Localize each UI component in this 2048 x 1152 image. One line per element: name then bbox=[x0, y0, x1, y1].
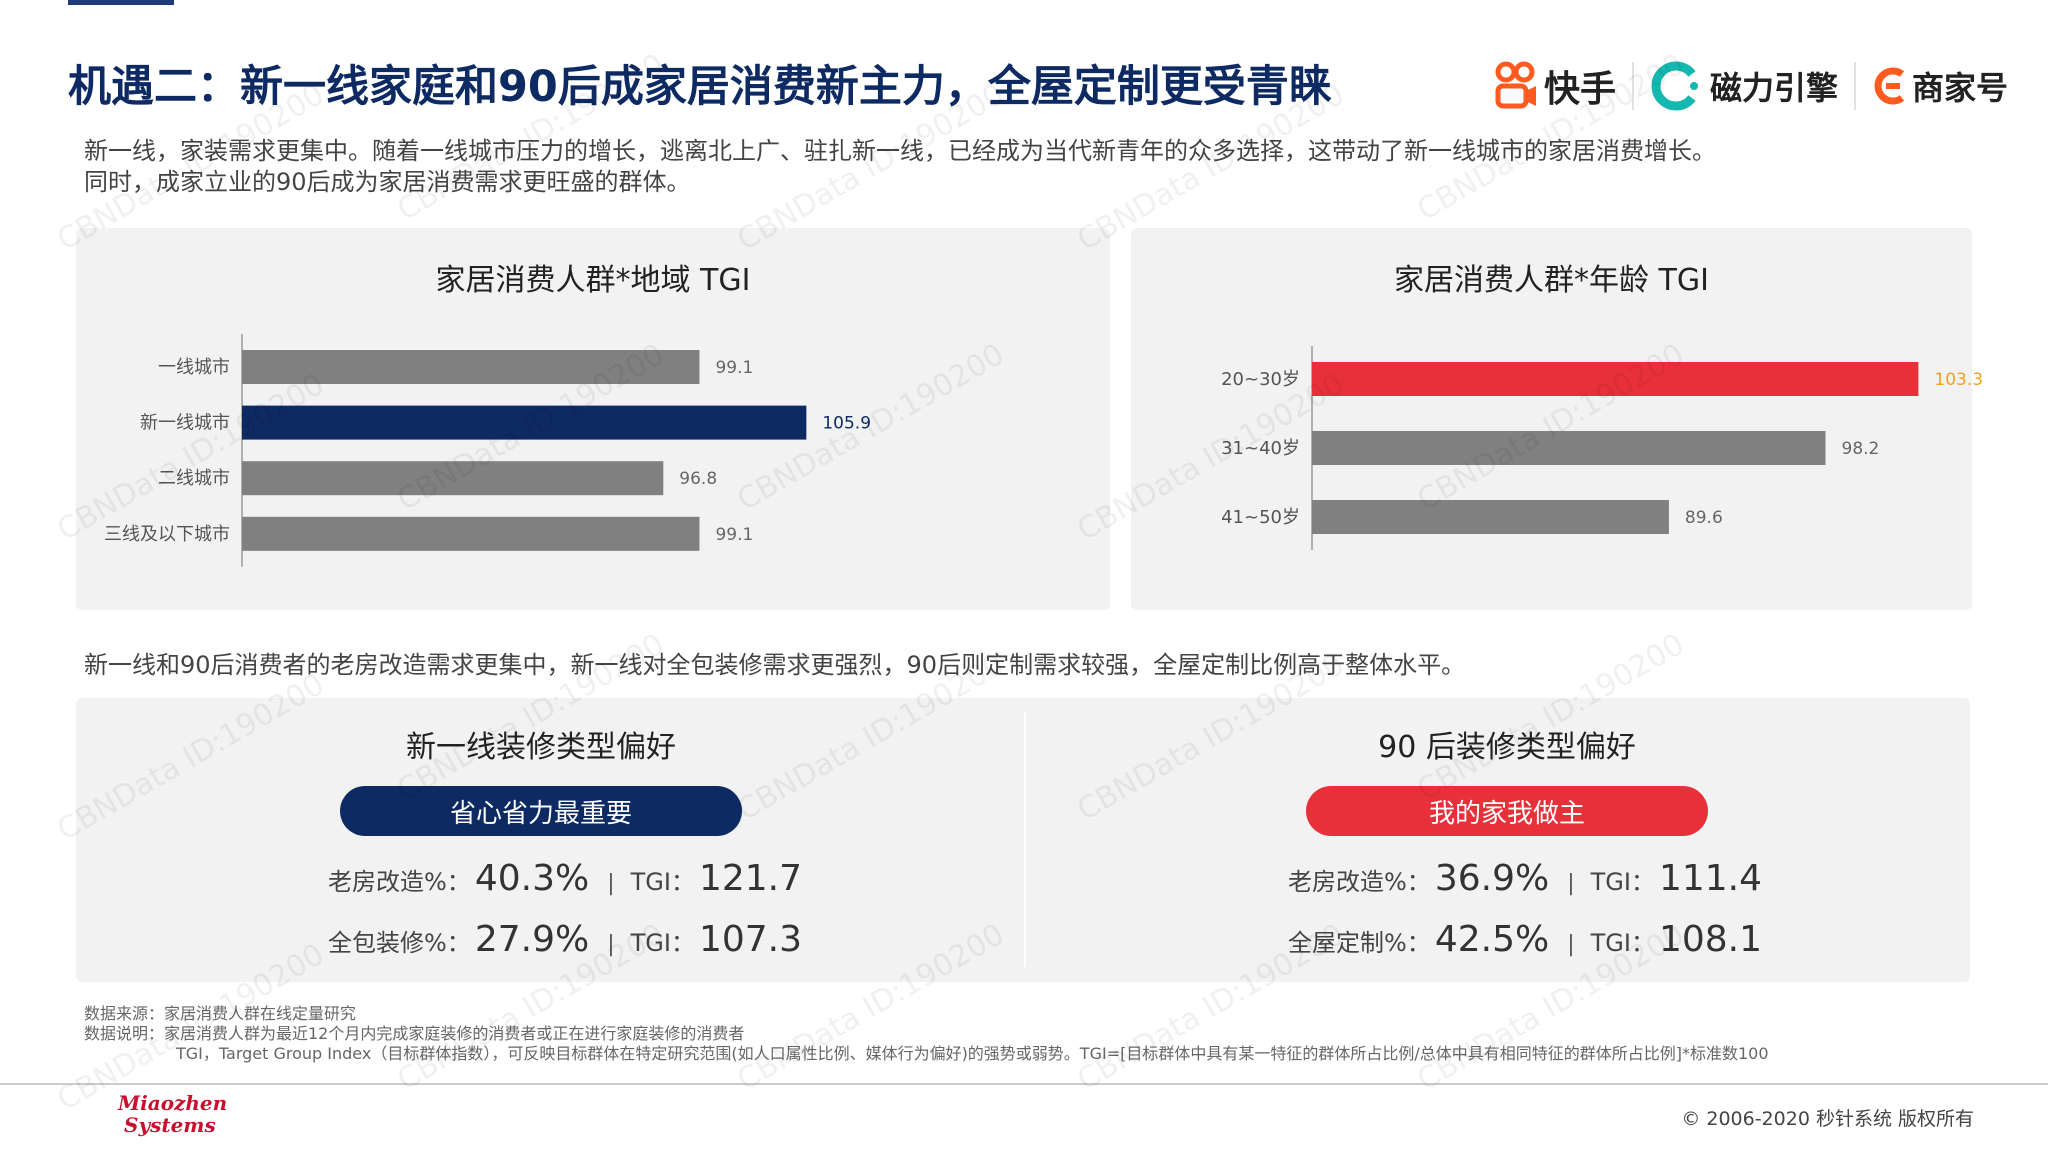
kuaishou-icon bbox=[1495, 61, 1536, 109]
right-stat-row-1: 老房改造%： 36.9% | TGI： 111.4 bbox=[1288, 858, 1762, 899]
bar bbox=[242, 350, 700, 384]
value-label: 103.3 bbox=[1934, 370, 1983, 390]
right-preference-pill: 我的家我做主 bbox=[1306, 786, 1708, 836]
kuaishou-logo: 快手 bbox=[1494, 60, 1616, 112]
miaozhen-logo: Miaozhen Systems bbox=[118, 1092, 227, 1136]
value-label: 98.2 bbox=[1842, 439, 1880, 459]
left-preference-title: 新一线装修类型偏好 bbox=[406, 730, 676, 765]
category-label: 31~40岁 bbox=[1221, 438, 1300, 459]
bar bbox=[1312, 431, 1826, 465]
right-stat-row-2: 全屋定制%： 42.5% | TGI： 108.1 bbox=[1288, 919, 1762, 960]
left-stat-row-2: 全包装修%： 27.9% | TGI： 107.3 bbox=[328, 919, 802, 960]
right-preference-title: 90 后装修类型偏好 bbox=[1378, 730, 1636, 765]
note-source: 数据来源：家居消费人群在线定量研究 bbox=[84, 1004, 357, 1023]
stat-separator: | bbox=[1567, 871, 1575, 896]
summary-text: 新一线和90后消费者的老房改造需求更集中，新一线对全包装修需求更强烈，90后则定… bbox=[84, 651, 1466, 679]
category-label: 20~30岁 bbox=[1221, 369, 1300, 390]
tgi-label: TGI： bbox=[630, 868, 695, 896]
category-label: 新一线城市 bbox=[140, 413, 230, 434]
shangjia-icon bbox=[1874, 67, 1905, 105]
category-label: 一线城市 bbox=[158, 357, 230, 378]
top-accent-bar bbox=[68, 0, 174, 5]
tgi-value: 121.7 bbox=[698, 858, 803, 899]
stat-value: 42.5% bbox=[1434, 919, 1550, 960]
stat-separator: | bbox=[607, 871, 615, 896]
stat-label: 老房改造%： bbox=[1288, 868, 1431, 896]
shangjia-logo: 商家号 bbox=[1872, 63, 2008, 109]
category-label: 41~50岁 bbox=[1221, 507, 1300, 528]
tgi-value: 111.4 bbox=[1658, 858, 1763, 899]
value-label: 105.9 bbox=[822, 414, 871, 434]
footnotes: 数据来源：家居消费人群在线定量研究 数据说明：家居消费人群为最近12个月内完成家… bbox=[84, 1004, 1769, 1064]
age-tgi-panel bbox=[1131, 228, 1972, 610]
footer-divider bbox=[0, 1083, 2048, 1085]
region-tgi-title: 家居消费人群*地域 TGI bbox=[435, 263, 751, 298]
logo-divider bbox=[1631, 62, 1634, 110]
bar bbox=[242, 405, 807, 440]
partner-logos: 快手 磁力引擎 商家号 bbox=[1494, 56, 2008, 116]
stat-value: 36.9% bbox=[1434, 858, 1550, 899]
tgi-value: 107.3 bbox=[698, 919, 803, 960]
cili-logo: 磁力引擎 bbox=[1650, 60, 1838, 112]
tgi-label: TGI： bbox=[1590, 929, 1655, 957]
intro-line-1: 新一线，家装需求更集中。随着一线城市压力的增长，逃离北上广、驻扎新一线，已经成为… bbox=[84, 137, 1716, 165]
stat-separator: | bbox=[607, 932, 615, 957]
cili-engine-icon bbox=[1651, 61, 1698, 111]
tgi-label: TGI： bbox=[630, 929, 695, 957]
preference-panel bbox=[76, 698, 1970, 982]
stat-label: 全屋定制%： bbox=[1288, 929, 1431, 957]
age-tgi-title: 家居消费人群*年龄 TGI bbox=[1394, 263, 1709, 298]
category-label: 三线及以下城市 bbox=[104, 524, 230, 545]
note-description: 数据说明：家居消费人群为最近12个月内完成家庭装修的消费者或正在进行家庭装修的消… bbox=[84, 1024, 745, 1043]
copyright-text: © 2006-2020 秒针系统 版权所有 bbox=[1681, 1108, 1974, 1130]
kuaishou-logo-text: 快手 bbox=[1543, 69, 1616, 110]
stat-value: 40.3% bbox=[474, 858, 590, 899]
bar bbox=[242, 461, 664, 496]
intro-line-2: 同时，成家立业的90后成为家居消费需求更旺盛的群体。 bbox=[84, 168, 691, 196]
bar bbox=[242, 516, 700, 551]
intro-text: 新一线，家装需求更集中。随着一线城市压力的增长，逃离北上广、驻扎新一线，已经成为… bbox=[84, 136, 1964, 198]
cili-logo-text: 磁力引擎 bbox=[1709, 69, 1838, 107]
page-title: 机遇二：新一线家庭和90后成家居消费新主力，全屋定制更受青睐 bbox=[68, 62, 1332, 112]
left-stat-row-1: 老房改造%： 40.3% | TGI： 121.7 bbox=[328, 858, 802, 899]
miaozhen-logo-line-2: Systems bbox=[124, 1113, 216, 1137]
tgi-value: 108.1 bbox=[1658, 919, 1763, 960]
category-label: 二线城市 bbox=[158, 468, 230, 489]
bar bbox=[1312, 362, 1919, 396]
miaozhen-logo-line-1: Miaozhen bbox=[118, 1091, 228, 1115]
note-tgi-definition: TGI，Target Group Index（目标群体指数），可反映目标群体在特… bbox=[176, 1044, 1769, 1063]
left-preference-pill: 省心省力最重要 bbox=[340, 786, 742, 836]
bar bbox=[1312, 500, 1669, 534]
shangjia-logo-text: 商家号 bbox=[1911, 69, 2008, 107]
tgi-label: TGI： bbox=[1590, 868, 1655, 896]
value-label: 99.1 bbox=[715, 358, 753, 378]
stat-label: 老房改造%： bbox=[328, 868, 471, 896]
logo-divider bbox=[1853, 62, 1856, 110]
stat-separator: | bbox=[1567, 932, 1575, 957]
value-label: 96.8 bbox=[679, 469, 717, 489]
value-label: 99.1 bbox=[715, 525, 753, 545]
stat-label: 全包装修%： bbox=[328, 929, 471, 957]
value-label: 89.6 bbox=[1685, 508, 1723, 528]
preference-divider bbox=[1024, 712, 1026, 967]
stat-value: 27.9% bbox=[474, 919, 590, 960]
